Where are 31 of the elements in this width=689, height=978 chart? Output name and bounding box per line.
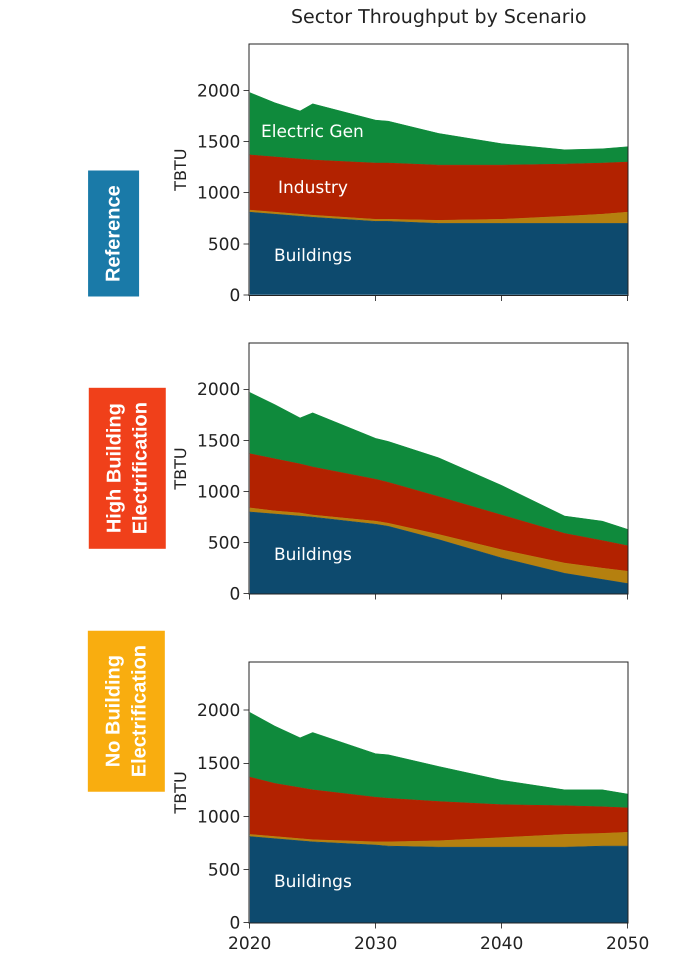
y-tick-label: 2000 — [197, 380, 240, 400]
y-tick-label: 2000 — [197, 701, 240, 722]
y-tick-label: 500 — [208, 234, 240, 255]
y-tick-label: 1000 — [197, 184, 240, 204]
y-tick-label: 0 — [229, 913, 240, 934]
x-tick-label: 2030 — [354, 934, 398, 954]
x-tick-label: 2050 — [606, 934, 650, 954]
y-tick-label: 500 — [208, 534, 240, 554]
text: High Building Electrification — [103, 402, 152, 534]
series-label: Electric Gen — [261, 122, 364, 142]
y-tick-label: 500 — [208, 860, 240, 880]
series-label: Industry — [278, 178, 348, 198]
y-axis-title: TBTU — [170, 148, 190, 192]
x-tick-label: 2040 — [480, 934, 524, 954]
text: No Building Electrification — [102, 644, 150, 778]
y-axis-title: TBTU — [170, 771, 190, 815]
x-tick-label: 2020 — [228, 934, 272, 954]
series-label: Buildings — [274, 545, 352, 565]
chart-title: Sector Throughput by Scenario — [291, 6, 586, 28]
y-tick-label: 0 — [229, 286, 240, 306]
series-label: Buildings — [274, 246, 352, 266]
y-tick-label: 1500 — [197, 132, 240, 153]
y-tick-label: 2000 — [197, 81, 240, 102]
series-label: Buildings — [274, 872, 352, 892]
text: Reference — [102, 185, 125, 282]
y-tick-label: 1500 — [197, 754, 240, 774]
y-axis-title: TBTU — [170, 447, 190, 491]
y-tick-label: 0 — [229, 584, 240, 605]
y-tick-label: 1000 — [197, 482, 240, 502]
y-tick-label: 1500 — [197, 431, 240, 452]
y-tick-label: 1000 — [197, 807, 240, 828]
